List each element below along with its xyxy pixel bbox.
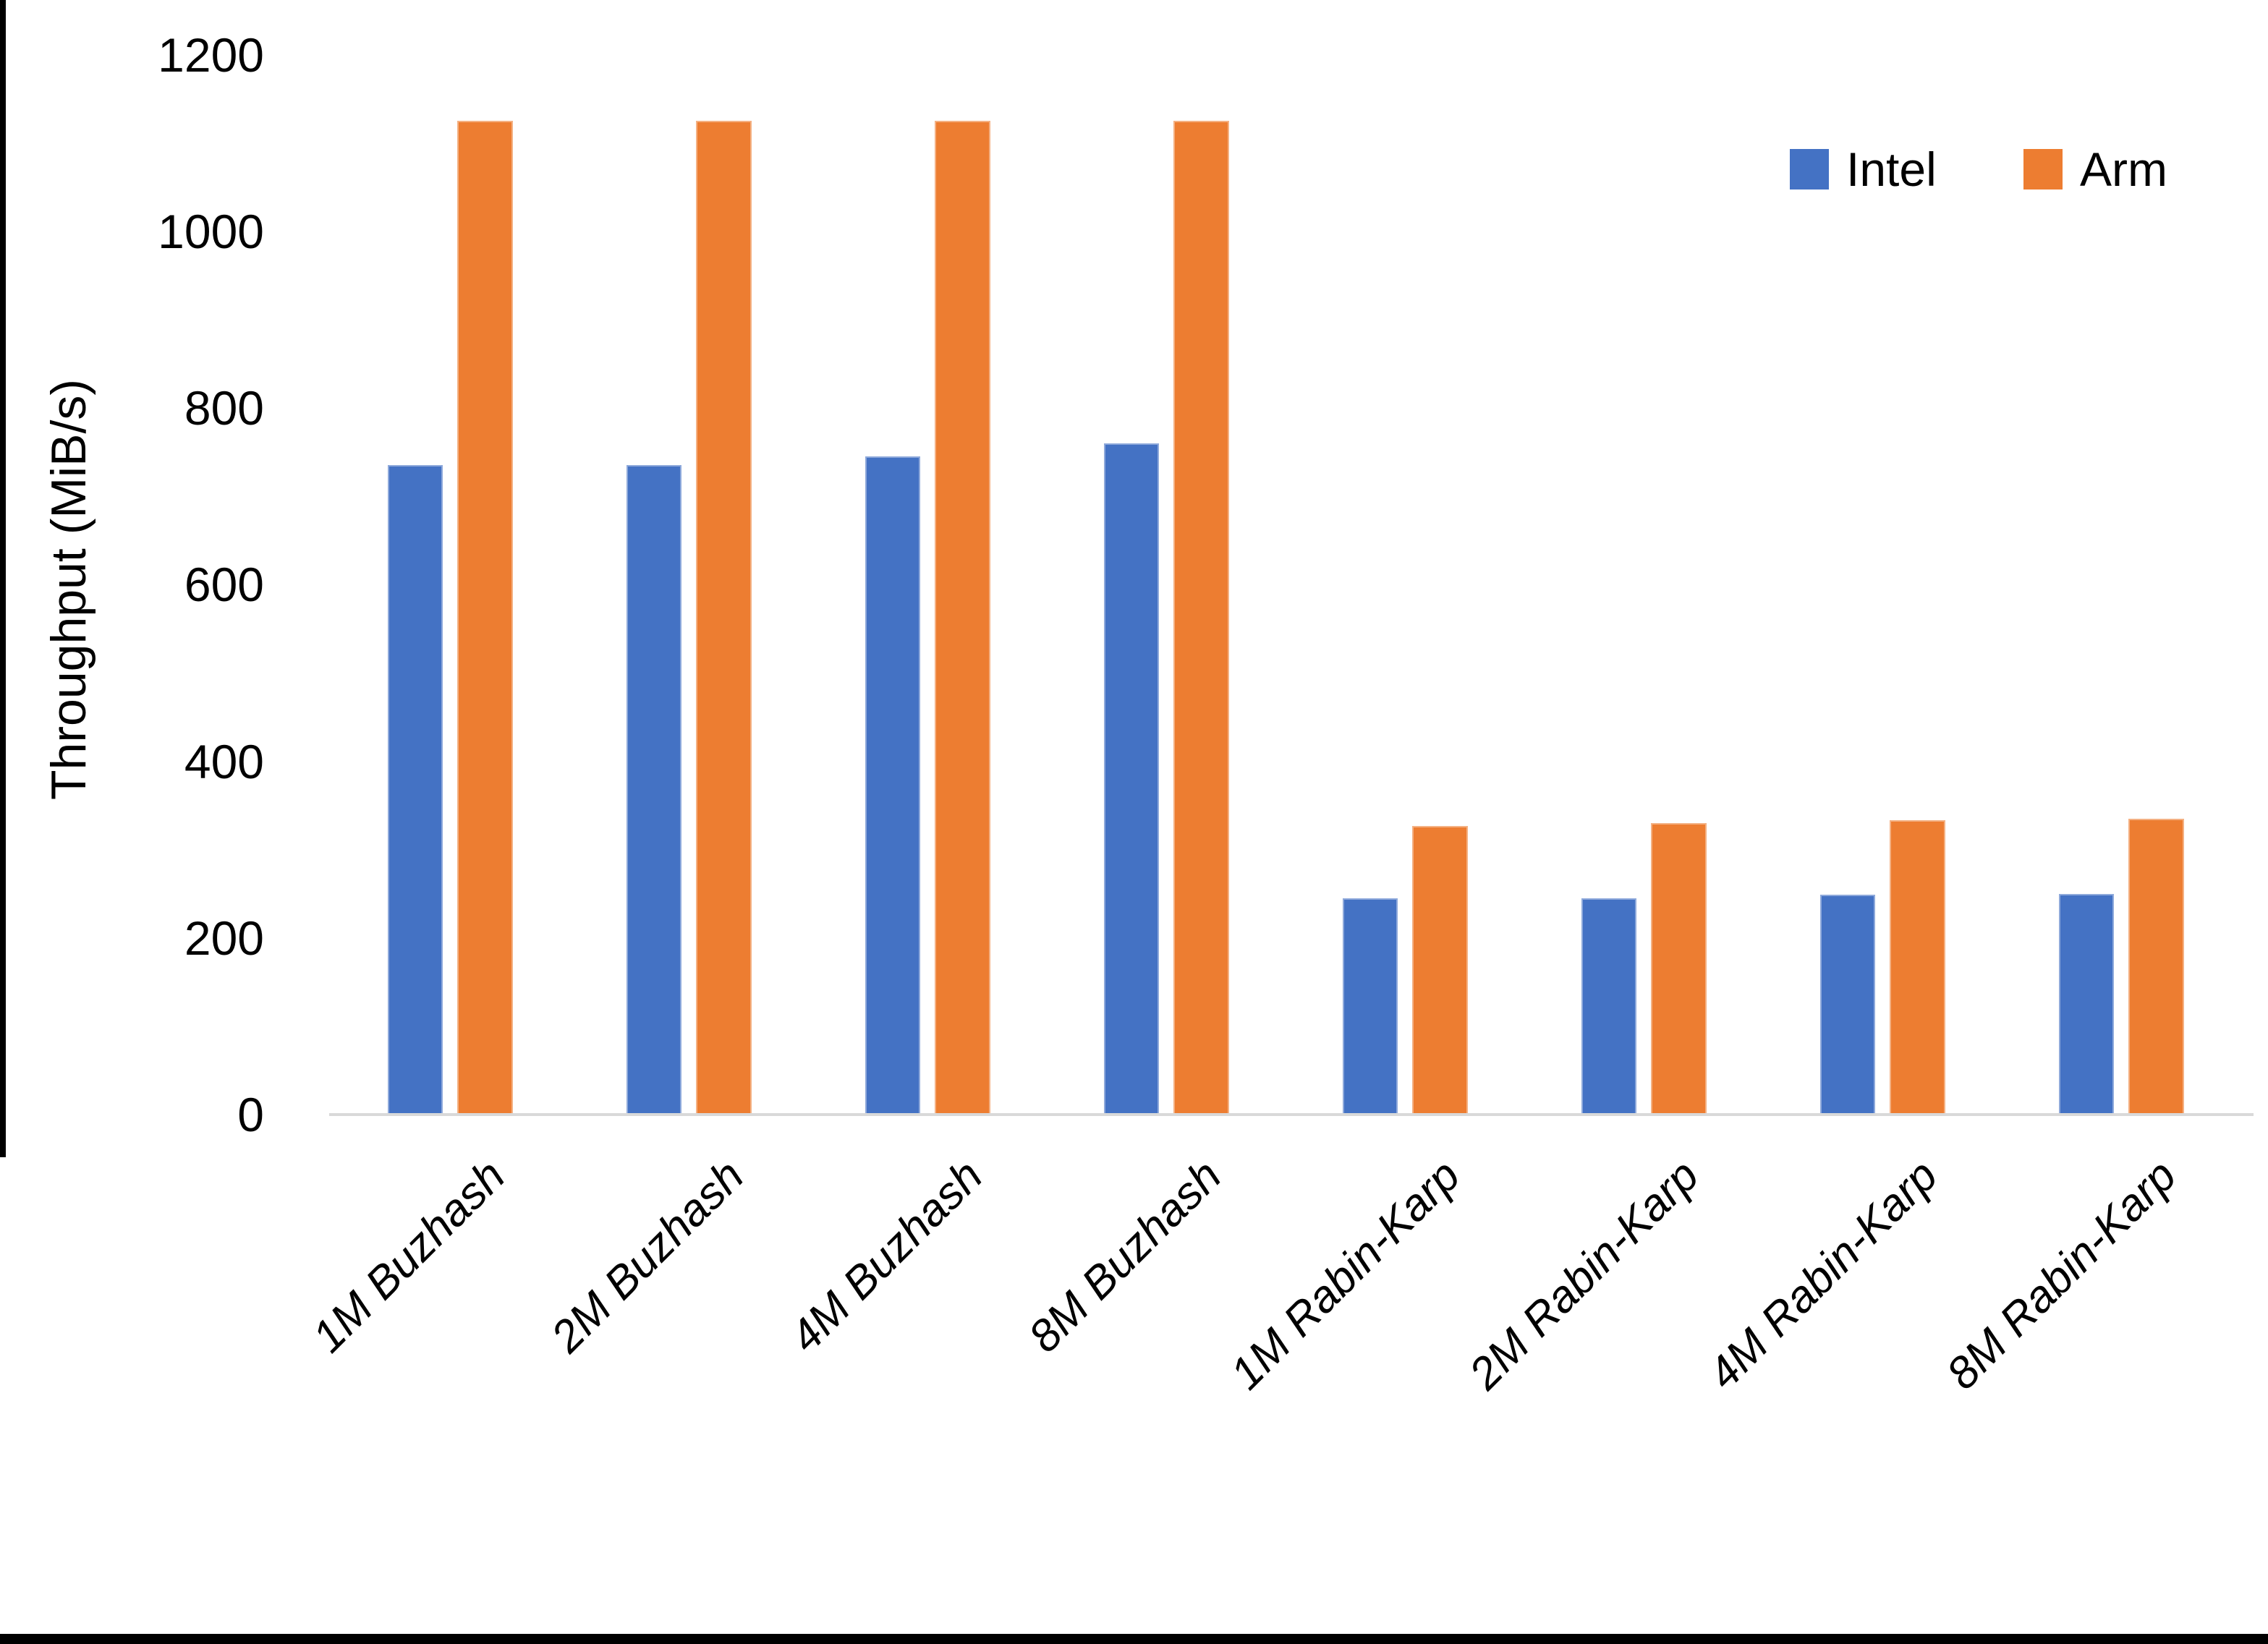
y-tick-label: 0	[237, 1088, 264, 1141]
x-axis-line	[329, 1113, 2254, 1116]
bar-arm	[2128, 818, 2184, 1115]
bar-arm	[1651, 822, 1707, 1115]
y-tick-label: 1000	[158, 204, 264, 258]
legend-label-arm: Arm	[2080, 142, 2167, 196]
y-tick-label: 400	[184, 734, 264, 788]
bar-arm	[1173, 121, 1229, 1115]
y-tick-label: 600	[184, 558, 264, 612]
y-tick-label: 800	[184, 381, 264, 435]
bar-arm	[457, 121, 513, 1115]
bar-intel	[627, 465, 681, 1115]
legend-item-intel: Intel	[1790, 142, 1937, 197]
bar-intel	[1104, 443, 1159, 1115]
bar-intel	[388, 465, 443, 1115]
legend-swatch-arm	[2023, 149, 2063, 189]
bar-arm	[1890, 820, 1945, 1115]
bar-intel	[865, 456, 920, 1115]
bar-intel	[1343, 898, 1398, 1115]
bar-intel	[2059, 893, 2114, 1115]
bar-arm	[935, 121, 990, 1115]
legend-label-intel: Intel	[1846, 142, 1937, 196]
screenshot-bottom-edge	[0, 1634, 2268, 1644]
bar-arm	[1412, 825, 1468, 1115]
y-tick-label: 1200	[158, 27, 264, 82]
screenshot-left-edge	[0, 0, 6, 1157]
legend-item-arm: Arm	[2023, 142, 2167, 197]
bar-intel	[1581, 898, 1636, 1115]
bar-intel	[1820, 894, 1875, 1115]
bar-arm	[696, 121, 752, 1115]
legend-swatch-intel	[1790, 149, 1829, 189]
y-tick-label: 200	[184, 911, 264, 965]
